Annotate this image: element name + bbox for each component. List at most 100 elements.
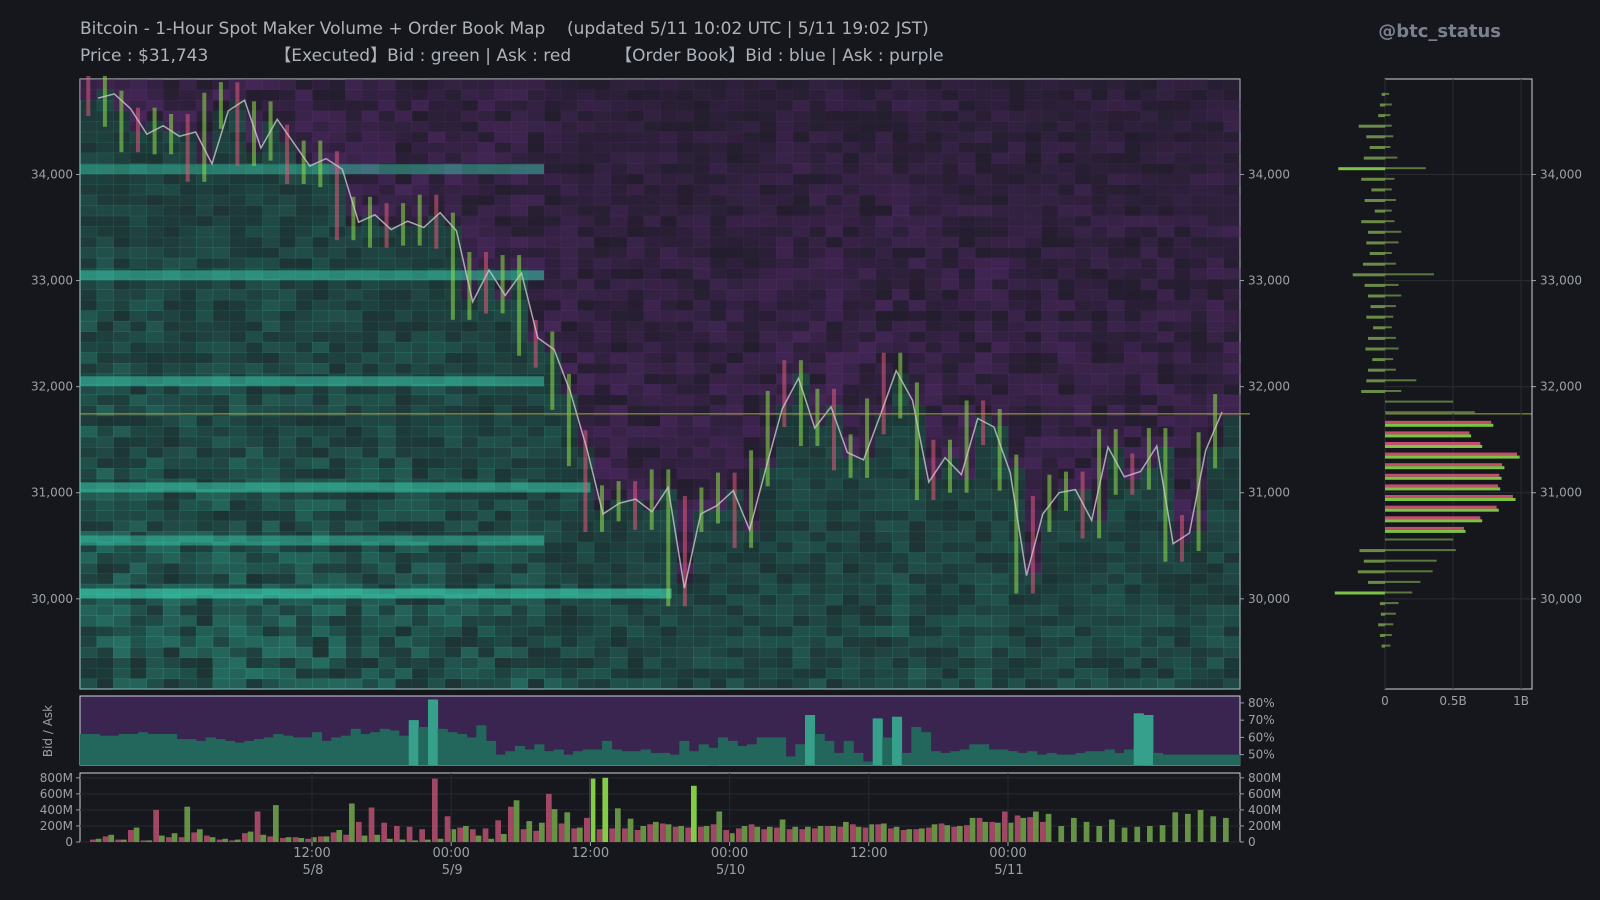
- heatmap-cell: [1223, 184, 1241, 196]
- heatmap-cell: [693, 289, 711, 301]
- heatmap-cell: [278, 510, 297, 522]
- heatmap-cell: [245, 79, 263, 91]
- heatmap-cell: [991, 236, 1009, 248]
- heatmap-cell: [792, 299, 810, 311]
- heatmap-cell: [312, 436, 330, 448]
- heatmap-cell: [560, 331, 578, 343]
- heatmap-cell: [742, 331, 761, 343]
- heatmap-cell: [510, 625, 529, 637]
- heatmap-cell: [477, 552, 495, 564]
- heatmap-cell: [80, 520, 98, 532]
- depth-left-bar: [1381, 644, 1385, 648]
- heatmap-cell: [693, 299, 711, 311]
- heatmap-cell: [991, 289, 1009, 301]
- heatmap-cell: [1124, 436, 1142, 448]
- heatmap-cell: [676, 194, 694, 206]
- heatmap-cell: [958, 289, 976, 301]
- heatmap-cell: [80, 320, 98, 332]
- heatmap-cell: [1041, 668, 1059, 680]
- heatmap-cell: [428, 352, 446, 364]
- heatmap-cell: [428, 79, 446, 91]
- heatmap-cell: [1190, 352, 1208, 364]
- heatmap-cell: [312, 531, 330, 543]
- heatmap-cell: [1057, 226, 1075, 238]
- heatmap-cell: [229, 289, 247, 301]
- heatmap-cell: [162, 184, 181, 196]
- heatmap-cell: [1074, 257, 1092, 269]
- heatmap-cell: [1140, 215, 1158, 227]
- heatmap-cell: [776, 310, 794, 322]
- time-tick-label: 12:00: [850, 846, 887, 861]
- heatmap-cell: [577, 552, 595, 564]
- ratio-bar: [756, 737, 767, 765]
- heatmap-cell: [709, 173, 727, 185]
- heatmap-cell: [1074, 615, 1092, 627]
- heatmap-cell: [974, 215, 993, 227]
- heatmap-cell: [1074, 184, 1092, 196]
- ratio-bar: [215, 739, 226, 765]
- heatmap-cell: [1107, 247, 1125, 259]
- heatmap-cell: [510, 594, 529, 606]
- heatmap-cell: [278, 352, 297, 364]
- heatmap-cell: [179, 436, 197, 448]
- heatmap-cell: [212, 226, 230, 238]
- heatmap-cell: [792, 678, 810, 690]
- heatmap-cell: [1090, 352, 1109, 364]
- heatmap-cell: [759, 268, 777, 280]
- heatmap-cell: [842, 100, 860, 112]
- heatmap-cell: [908, 531, 926, 543]
- heatmap-cell: [278, 615, 297, 627]
- heatmap-cell: [1157, 110, 1175, 122]
- heatmap-cell: [560, 89, 578, 101]
- volume-y-tick-label-right: 800M: [1248, 771, 1281, 785]
- heatmap-cell: [1107, 131, 1125, 143]
- heatmap-cell: [1140, 583, 1158, 595]
- heatmap-cell: [892, 657, 910, 669]
- depth-right-thin-bar: [1385, 283, 1399, 286]
- heatmap-cell: [941, 247, 959, 259]
- heatmap-cell: [577, 562, 595, 574]
- heatmap-cell: [96, 205, 114, 217]
- heatmap-cell: [278, 552, 297, 564]
- heatmap-cell: [593, 320, 611, 332]
- heatmap-cell: [709, 363, 727, 375]
- heatmap-cell: [991, 163, 1009, 175]
- heatmap-cell: [80, 331, 98, 343]
- heatmap-cell: [776, 215, 794, 227]
- heatmap-cell: [676, 373, 694, 385]
- volume-ask-bar: [736, 828, 742, 842]
- heatmap-cell: [1223, 615, 1241, 627]
- ratio-bar: [428, 699, 439, 765]
- executed-tick: [401, 203, 406, 246]
- heatmap-cell: [1223, 436, 1241, 448]
- heatmap-cell: [825, 110, 843, 122]
- heatmap-cell: [527, 299, 545, 311]
- heatmap-cell: [428, 131, 446, 143]
- heatmap-cell: [544, 625, 562, 637]
- heatmap-cell: [626, 247, 645, 259]
- heatmap-cell: [113, 499, 131, 511]
- heatmap-cell: [643, 573, 661, 585]
- bid-wall: [80, 535, 544, 546]
- heatmap-cell: [693, 436, 711, 448]
- heatmap-cell: [660, 142, 678, 154]
- ratio-y-tick-label: 80%: [1248, 696, 1275, 710]
- heatmap-cell: [1223, 257, 1241, 269]
- heatmap-cell: [146, 657, 164, 669]
- heatmap-cell: [643, 331, 661, 343]
- heatmap-cell: [1008, 121, 1026, 133]
- heatmap-cell: [1090, 163, 1109, 175]
- heatmap-cell: [1124, 331, 1142, 343]
- heatmap-cell: [825, 583, 843, 595]
- volume-ask-bar: [178, 837, 185, 842]
- heatmap-cell: [1223, 79, 1241, 91]
- heatmap-cell: [991, 100, 1009, 112]
- volume-bid-bar: [437, 838, 444, 842]
- heatmap-cell: [908, 552, 926, 564]
- heatmap-cell: [776, 257, 794, 269]
- volume-ask-bar: [558, 823, 565, 842]
- heatmap-cell: [527, 457, 545, 469]
- heatmap-cell: [146, 646, 164, 658]
- heatmap-cell: [1223, 583, 1241, 595]
- heatmap-cell: [991, 121, 1009, 133]
